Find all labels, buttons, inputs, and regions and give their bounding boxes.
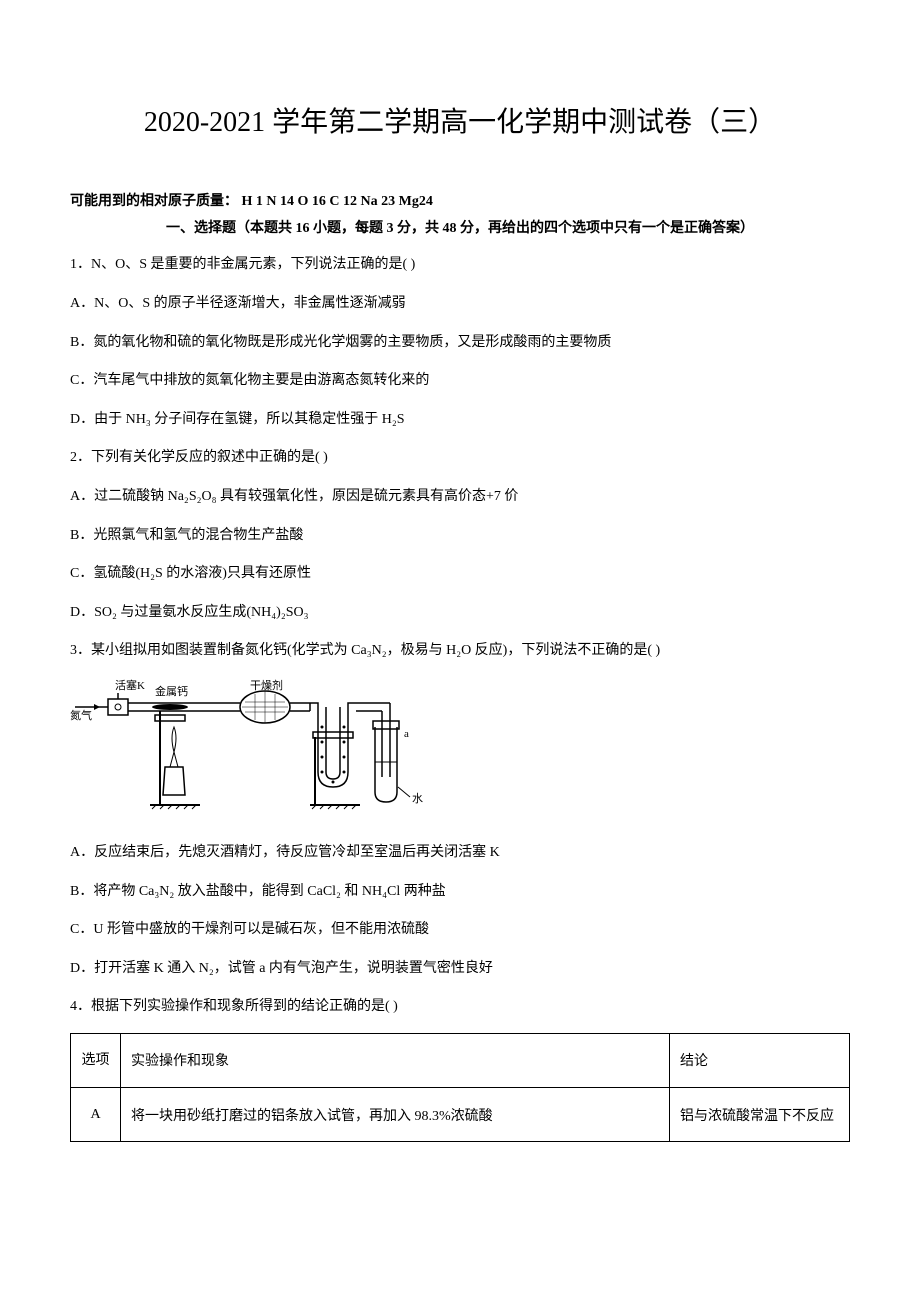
- exam-title: 2020-2021 学年第二学期高一化学期中测试卷（三）: [70, 100, 850, 140]
- question-4-table: 选项 实验操作和现象 结论 A 将一块用砂纸打磨过的铝条放入试管，再加入 98.…: [70, 1033, 850, 1142]
- table-header-col1: 选项: [71, 1033, 121, 1087]
- apparatus-diagram: 氮气 活塞K 金属钙 干燥剂: [70, 677, 450, 822]
- apparatus-svg: 氮气 活塞K 金属钙 干燥剂: [70, 677, 450, 822]
- question-2-option-b: B．光照氯气和氢气的混合物生产盐酸: [70, 523, 850, 550]
- table-header-col2: 实验操作和现象: [121, 1033, 670, 1087]
- question-3-option-a: A．反应结束后，先熄灭酒精灯，待反应管冷却至室温后再关闭活塞 K: [70, 840, 850, 867]
- question-1-stem: 1．N、O、S 是重要的非金属元素，下列说法正确的是( ): [70, 252, 850, 279]
- question-1-option-c: C．汽车尾气中排放的氮氧化物主要是由游离态氮转化来的: [70, 368, 850, 395]
- section-header: 一、选择题（本题共 16 小题，每题 3 分，共 48 分，再给出的四个选项中只…: [70, 218, 850, 240]
- diagram-label-calcium: 金属钙: [155, 684, 188, 698]
- question-2-option-d: D．SO₂ 与过量氨水反应生成(NH₄)₂SO₃: [70, 600, 850, 627]
- atomic-mass-info: 可能用到的相对原子质量： H 1 N 14 O 16 C 12 Na 23 Mg…: [70, 190, 850, 210]
- question-3-option-d: D．打开活塞 K 通入 N₂，试管 a 内有气泡产生，说明装置气密性良好: [70, 956, 850, 983]
- diagram-label-desiccant: 干燥剂: [250, 678, 283, 692]
- question-4-stem: 4．根据下列实验操作和现象所得到的结论正确的是( ): [70, 994, 850, 1021]
- diagram-label-a: a: [404, 728, 409, 740]
- table-row: A 将一块用砂纸打磨过的铝条放入试管，再加入 98.3%浓硫酸 铝与浓硫酸常温下…: [71, 1088, 850, 1142]
- question-1-option-d: D．由于 NH₃ 分子间存在氢键，所以其稳定性强于 H₂S: [70, 407, 850, 434]
- question-3-option-b: B．将产物 Ca₃N₂ 放入盐酸中，能得到 CaCl₂ 和 NH₄Cl 两种盐: [70, 879, 850, 906]
- question-2-stem: 2．下列有关化学反应的叙述中正确的是( ): [70, 445, 850, 472]
- diagram-label-stopcock: 活塞K: [115, 678, 145, 692]
- question-3-option-c: C．U 形管中盛放的干燥剂可以是碱石灰，但不能用浓硫酸: [70, 917, 850, 944]
- diagram-label-water: 水: [412, 792, 423, 805]
- table-cell-a-col3: 铝与浓硫酸常温下不反应: [670, 1088, 850, 1142]
- table-cell-a-col2: 将一块用砂纸打磨过的铝条放入试管，再加入 98.3%浓硫酸: [121, 1088, 670, 1142]
- table-header-row: 选项 实验操作和现象 结论: [71, 1033, 850, 1087]
- table-header-col3: 结论: [670, 1033, 850, 1087]
- question-1-option-a: A．N、O、S 的原子半径逐渐增大，非金属性逐渐减弱: [70, 291, 850, 318]
- question-2-option-a: A．过二硫酸钠 Na₂S₂O₈ 具有较强氧化性，原因是硫元素具有高价态+7 价: [70, 484, 850, 511]
- question-2-option-c: C．氢硫酸(H₂S 的水溶液)只具有还原性: [70, 561, 850, 588]
- question-3-stem: 3．某小组拟用如图装置制备氮化钙(化学式为 Ca₃N₂，极易与 H₂O 反应)，…: [70, 638, 850, 665]
- question-1-option-b: B．氮的氧化物和硫的氧化物既是形成光化学烟雾的主要物质，又是形成酸雨的主要物质: [70, 330, 850, 357]
- table-cell-a-col1: A: [71, 1088, 121, 1142]
- diagram-label-nitrogen: 氮气: [70, 708, 92, 722]
